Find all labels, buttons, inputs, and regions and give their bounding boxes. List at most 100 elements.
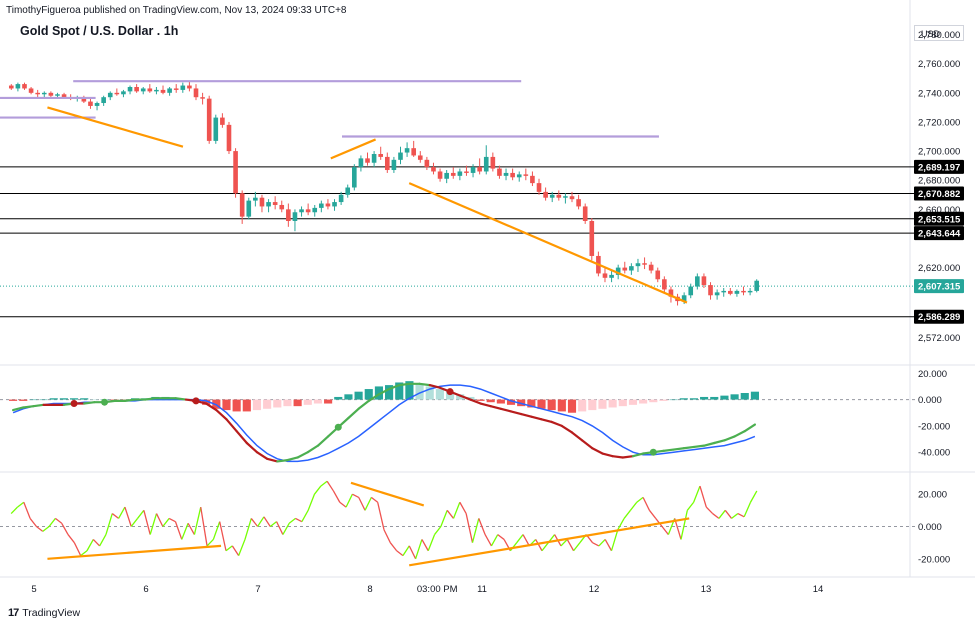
- candle-body[interactable]: [127, 87, 133, 92]
- time-axis[interactable]: 5 6 7 8 03:00 PM 11 12 13 14: [31, 584, 823, 595]
- candle-body[interactable]: [503, 172, 509, 176]
- candle-body[interactable]: [431, 167, 436, 172]
- macd-pane[interactable]: [0, 381, 916, 463]
- candle-body[interactable]: [154, 89, 159, 92]
- macd-cross-dot[interactable]: [446, 388, 454, 396]
- price-pane[interactable]: [0, 80, 916, 318]
- candle-body[interactable]: [187, 85, 192, 89]
- candle-body[interactable]: [332, 202, 337, 207]
- macd-cross-dot[interactable]: [101, 398, 109, 406]
- candle-body[interactable]: [404, 148, 410, 153]
- orange-trendline[interactable]: [47, 106, 184, 148]
- candle-body[interactable]: [615, 267, 621, 275]
- candle-body[interactable]: [642, 263, 647, 265]
- candle-body[interactable]: [233, 151, 238, 194]
- candle-body[interactable]: [728, 290, 733, 294]
- candle-body[interactable]: [563, 196, 568, 198]
- candle-body[interactable]: [286, 209, 291, 221]
- candle-body[interactable]: [681, 295, 687, 302]
- candle-body[interactable]: [272, 202, 278, 205]
- candle-body[interactable]: [398, 152, 403, 160]
- candle-body[interactable]: [721, 290, 727, 293]
- candle-body[interactable]: [688, 286, 694, 296]
- orange-trendline[interactable]: [408, 182, 688, 304]
- price-axis[interactable]: 2,780.000 2,760.000 2,740.000 2,720.000 2,70…: [914, 30, 964, 565]
- macd-cross-dot[interactable]: [192, 397, 200, 405]
- candle-body[interactable]: [629, 266, 634, 271]
- candle-body[interactable]: [55, 94, 60, 96]
- candle-body[interactable]: [576, 199, 581, 207]
- candle-body[interactable]: [81, 97, 87, 102]
- candle-body[interactable]: [206, 98, 212, 141]
- macd-cross-dot[interactable]: [70, 400, 78, 408]
- candle-body[interactable]: [259, 197, 265, 207]
- candle-body[interactable]: [121, 91, 126, 95]
- macd-cross-dot[interactable]: [334, 423, 342, 431]
- candle-body[interactable]: [213, 117, 219, 141]
- candle-body[interactable]: [516, 174, 522, 178]
- candle-body[interactable]: [714, 292, 720, 296]
- oscillator-trendline[interactable]: [47, 544, 222, 560]
- footer-brand[interactable]: 17 TradingView: [8, 607, 80, 619]
- candle-body[interactable]: [246, 200, 252, 217]
- candle-body[interactable]: [8, 85, 14, 89]
- symbol-title[interactable]: Gold Spot / U.S. Dollar . 1h: [20, 24, 179, 38]
- candle-body[interactable]: [510, 172, 515, 178]
- candle-body[interactable]: [747, 290, 753, 293]
- candle-body[interactable]: [266, 202, 271, 207]
- candle-body[interactable]: [239, 193, 245, 217]
- candle-body[interactable]: [741, 290, 746, 293]
- currency-button[interactable]: USD: [914, 25, 964, 41]
- candle-body[interactable]: [325, 203, 331, 207]
- candle-body[interactable]: [708, 285, 713, 296]
- candle-body[interactable]: [411, 148, 416, 156]
- candle-body[interactable]: [193, 88, 199, 98]
- candle-body[interactable]: [101, 97, 106, 104]
- candle-body[interactable]: [457, 171, 463, 176]
- candle-body[interactable]: [549, 194, 555, 198]
- candle-body[interactable]: [490, 156, 496, 169]
- candle-body[interactable]: [530, 175, 535, 184]
- candle-body[interactable]: [140, 88, 146, 92]
- candle-body[interactable]: [147, 88, 153, 92]
- candle-body[interactable]: [543, 191, 548, 198]
- candle-body[interactable]: [28, 88, 34, 93]
- candle-body[interactable]: [450, 172, 456, 176]
- candle-body[interactable]: [61, 94, 67, 98]
- candle-body[interactable]: [88, 101, 93, 106]
- candle-body[interactable]: [622, 267, 628, 271]
- candle-body[interactable]: [424, 159, 430, 168]
- candle-body[interactable]: [305, 209, 311, 213]
- candle-body[interactable]: [384, 156, 390, 171]
- candle-body[interactable]: [437, 171, 443, 179]
- candle-body[interactable]: [444, 172, 449, 179]
- candle-body[interactable]: [319, 203, 324, 208]
- candle-body[interactable]: [417, 155, 423, 160]
- candle-body[interactable]: [180, 85, 186, 90]
- candle-body[interactable]: [345, 187, 351, 195]
- candle-body[interactable]: [497, 168, 502, 176]
- candle-body[interactable]: [15, 84, 21, 89]
- candle-body[interactable]: [358, 158, 364, 168]
- candle-body[interactable]: [22, 84, 27, 89]
- candle-body[interactable]: [569, 196, 575, 200]
- candle-body[interactable]: [602, 273, 608, 278]
- candle-body[interactable]: [365, 158, 370, 163]
- candle-body[interactable]: [35, 92, 40, 95]
- candle-body[interactable]: [523, 174, 529, 176]
- candle-body[interactable]: [279, 204, 285, 210]
- candle-body[interactable]: [556, 194, 562, 198]
- orange-trendline[interactable]: [330, 138, 377, 160]
- candle-body[interactable]: [338, 194, 344, 203]
- candle-body[interactable]: [94, 103, 100, 106]
- candle-body[interactable]: [464, 171, 469, 173]
- candle-body[interactable]: [483, 156, 489, 172]
- candle-body[interactable]: [48, 92, 54, 96]
- candle-body[interactable]: [536, 183, 542, 192]
- candle-body[interactable]: [173, 88, 179, 90]
- candle-body[interactable]: [477, 167, 482, 172]
- oscillator-trendline[interactable]: [409, 517, 690, 567]
- candle-body[interactable]: [160, 89, 166, 93]
- candle-body[interactable]: [107, 92, 113, 98]
- candle-body[interactable]: [226, 124, 232, 152]
